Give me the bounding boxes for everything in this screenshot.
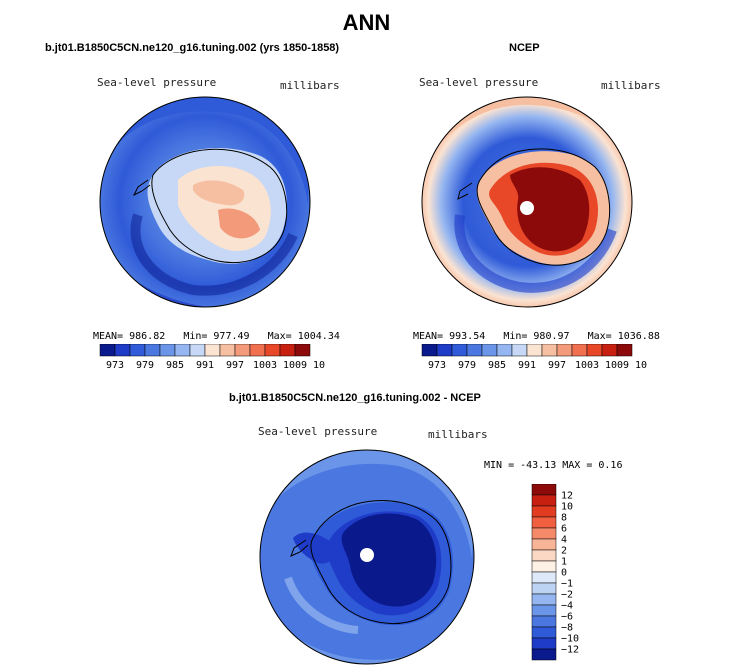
panel-3-colorbar-swatch [531,549,557,562]
panel-1-colorbar-swatch [219,344,236,357]
panel-3-colorbar-swatch [531,604,557,617]
panel-1-colorbar-tick-label: 997 [226,360,244,371]
panel-3-colorbar-tick-label: 8 [561,513,567,524]
panel-2-colorbar-tick-label: 1015 [635,360,647,371]
panel-2-variable: Sea-level pressure [419,76,539,89]
panel-2-mean: MEAN= 993.54 [413,331,486,342]
panel-3-colorbar-swatch [531,615,557,628]
panel-1-colorbar-swatch [189,344,206,357]
panel-2-max: Max= 1036.88 [587,331,660,342]
panel-2-colorbar-tick-label: 985 [488,360,506,371]
panel-2-colorbar-swatch [481,344,498,357]
panel-2-colorbar-swatch [556,344,573,357]
panel-2-colorbar-swatch [421,344,438,357]
panel-2-colorbar-swatch [496,344,513,357]
panel-3-colorbar-tick-label: 12 [561,491,573,502]
panel-1-colorbar-swatch [279,344,296,357]
panel-1-colorbar-swatch [264,344,281,357]
panel-3-colorbar-tick-label: 1 [561,557,567,568]
panel-3-colorbar-tick-label: 0 [561,568,567,579]
panel-1-colorbar-swatch [249,344,266,357]
panel-2-colorbar-swatch [616,344,633,357]
panel-2-colorbar-tick-label: 1003 [575,360,599,371]
panel-2-colorbar-tick-label: 979 [458,360,476,371]
panel-3-units: millibars [428,428,488,441]
panel-3-colorbar-tick-label: −6 [561,612,573,623]
panel-3-colorbar-tick-label: 6 [561,524,567,535]
panel-3-colorbar-tick-label: −2 [561,590,573,601]
panel-3-colorbar-tick-label: −4 [561,601,573,612]
panel-1-colorbar-swatch [204,344,221,357]
panel-3-polar-map [259,449,475,665]
panel-2-colorbar-swatch [601,344,618,357]
panel-3-colorbar-tick-label: −10 [561,634,579,645]
panel-1-colorbar-tick-label: 1015 [313,360,325,371]
panel-2-colorbar-swatch [436,344,453,357]
panel-2-colorbar-tick-label: 997 [548,360,566,371]
panel-1-polar-map [99,96,311,308]
panel-2-colorbar-swatch [571,344,588,357]
panel-3-colorbar-tick-label: −12 [561,645,579,656]
panel-1-colorbar: 973 979 985 991 997 1003 1009 1015 [99,344,325,371]
panel-1-colorbar-tick-label: 1009 [283,360,307,371]
panel-2-colorbar-swatch [511,344,528,357]
panel-3-colorbar-swatch [531,637,557,650]
panel-1-colorbar-tick-label: 985 [166,360,184,371]
panel-2-colorbar-tick-label: 1009 [605,360,629,371]
panel-3-colorbar-swatch [531,538,557,551]
panel-2-colorbar-swatch [586,344,603,357]
panel-1-colorbar-swatch [159,344,176,357]
panel-2-colorbar-swatch [466,344,483,357]
panel-2-min: Min= 980.97 [503,331,570,342]
panel-3-colorbar-swatch [531,593,557,606]
panel-3-colorbar-swatch [531,582,557,595]
page-title: ANN [342,10,391,35]
panel-3-colorbar-tick-label: 4 [561,535,567,546]
panel-1-title: b.jt01.B1850C5CN.ne120_g16.tuning.002 (y… [45,42,340,54]
panel-3-colorbar-swatch [531,505,557,518]
panel-1-mean: MEAN= 986.82 [93,331,166,342]
panel-3-colorbar-swatch [531,560,557,573]
panel-1-units: millibars [280,79,340,92]
panel-3-colorbar-swatch [531,516,557,529]
panel-1-colorbar-tick-label: 991 [196,360,214,371]
panel-1-variable: Sea-level pressure [97,76,217,89]
panel-1-colorbar-swatch [294,344,311,357]
panel-1-colorbar-tick-label: 1003 [253,360,277,371]
panel-3-variable: Sea-level pressure [258,425,378,438]
panel-2-colorbar-tick-label: 991 [518,360,536,371]
panel-1-colorbar-swatch [174,344,191,357]
panel-2-colorbar: 973 979 985 991 997 1003 1009 1015 [421,344,647,371]
panel-1-colorbar-swatch [129,344,146,357]
panel-2-colorbar-tick-label: 973 [428,360,446,371]
panel-3-colorbar-tick-label: −8 [561,623,573,634]
panel-1-colorbar-swatch [114,344,131,357]
panel-3-colorbar-tick-label: 2 [561,546,567,557]
panel-1-colorbar-swatch [234,344,251,357]
panel-1-colorbar-swatch [99,344,116,357]
panel-3-colorbar-tick-label: 10 [561,502,573,513]
panel-3-colorbar-swatch [531,484,557,496]
panel-3-title: b.jt01.B1850C5CN.ne120_g16.tuning.002 - … [229,392,481,404]
panel-1-colorbar-swatch [144,344,161,357]
panel-3-colorbar-swatch [531,571,557,584]
panel-3-colorbar-swatch [531,626,557,639]
panel-1-min: Min= 977.49 [183,331,250,342]
panel-1-colorbar-tick-label: 973 [106,360,124,371]
panel-3-colorbar-swatch [531,527,557,540]
panel-1-colorbar-tick-label: 979 [136,360,154,371]
panel-2-units: millibars [601,79,661,92]
panel-2-colorbar-swatch [526,344,543,357]
panel-2-polar-map [421,96,633,308]
panel-1-max: Max= 1004.34 [267,331,340,342]
panel-3-colorbar-tick-label: −1 [561,579,573,590]
panel-2-colorbar-swatch [451,344,468,357]
panel-2-title: NCEP [509,42,540,54]
panel-2-colorbar-swatch [541,344,558,357]
panel-3-minmax: MIN = -43.13 MAX = 0.16 [484,460,623,471]
panel-3-colorbar-swatch [531,648,557,661]
panel-3-colorbar-swatch [531,494,557,507]
